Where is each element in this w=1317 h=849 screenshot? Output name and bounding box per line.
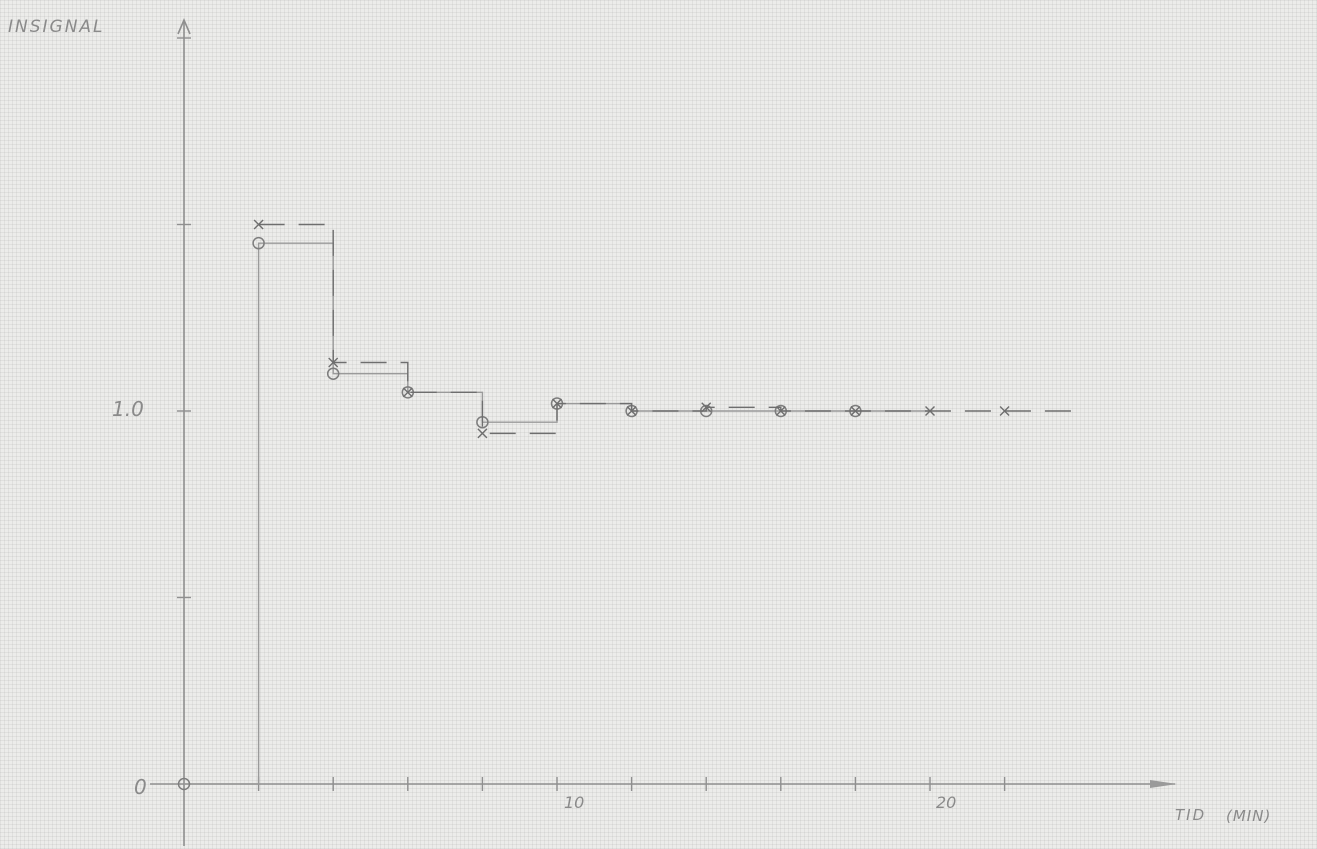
cross-point-1-stroke-b	[328, 357, 339, 368]
x-axis-unit: (MIN)	[1226, 807, 1271, 825]
y-tick-label-0: 0	[134, 775, 147, 799]
cross-point-9-stroke-b	[925, 406, 935, 416]
x-axis-label: TID	[1175, 806, 1206, 824]
x-tick-label-20: 20	[936, 793, 956, 812]
cross-point-7	[775, 406, 786, 416]
x-axis-arrow	[1150, 780, 1177, 788]
cross-point-6-stroke-b	[701, 402, 712, 413]
cross-point-0-stroke-b	[253, 219, 264, 230]
series-layer	[177, 219, 1080, 791]
y-axis-arrow	[177, 17, 191, 35]
cross-point-3-stroke-b	[477, 428, 488, 439]
cross-point-8-stroke-b	[850, 406, 861, 416]
cross-point-9	[925, 406, 935, 416]
circle-point-2	[326, 367, 340, 380]
cross-point-8	[850, 406, 861, 416]
axes	[150, 17, 1177, 846]
x-tick-label-10: 10	[564, 793, 584, 812]
circle-series-step-line	[184, 242, 930, 785]
cross-point-10	[999, 406, 1010, 416]
y-tick-label-1-0: 1.0	[112, 397, 144, 421]
cross-point-5-stroke-b	[626, 406, 637, 416]
circle-point-1	[252, 236, 265, 250]
cross-point-2-stroke-b	[402, 387, 413, 398]
cross-point-5	[626, 406, 637, 416]
cross-series-step-line	[258, 223, 1080, 435]
cross-point-0	[253, 219, 264, 230]
cross-point-4	[552, 398, 562, 409]
cross-point-10-stroke-b	[999, 406, 1010, 416]
circle-point-0	[177, 777, 191, 791]
cross-point-1	[328, 357, 339, 368]
cross-point-2	[402, 387, 413, 398]
cross-point-6	[701, 402, 712, 413]
cross-point-4-stroke-b	[552, 398, 562, 409]
ticks	[177, 37, 1006, 791]
y-axis-label: INSIGNAL	[8, 17, 105, 37]
cross-point-7-stroke-b	[775, 406, 786, 416]
cross-point-3	[477, 428, 488, 439]
